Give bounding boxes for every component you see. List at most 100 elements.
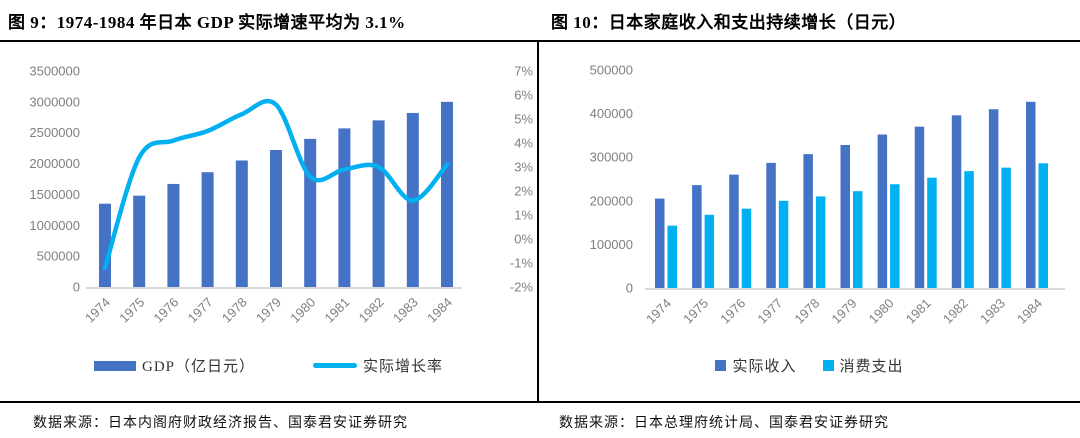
figure-10-title: 图 10：日本家庭收入和支出持续增长（日元） (539, 0, 1080, 42)
expenditure-bar (1001, 167, 1011, 288)
x-axis-label: 1981 (903, 296, 934, 327)
x-axis-label: 1982 (940, 296, 971, 327)
x-axis-label: 1984 (424, 295, 455, 326)
income-bar (766, 162, 776, 288)
income-bar (692, 185, 702, 288)
gdp-bar (372, 120, 385, 287)
x-axis-label: 1981 (321, 295, 352, 326)
expenditure-bar (667, 225, 677, 288)
growth-rate-line (102, 98, 450, 271)
y-axis-tick-label: 100000 (590, 237, 633, 252)
figure-10-source: 数据来源：日本总理府统计局、国泰君安证券研究 (559, 416, 889, 431)
x-axis-label: 1983 (390, 295, 421, 326)
legend-item-income: 实际收入 (715, 355, 796, 376)
income-bar (988, 109, 999, 289)
legend-item-growth-rate: 实际增长率 (313, 355, 443, 376)
right-axis-tick-label: 1% (514, 208, 533, 223)
figure-10-legend: 实际收入 消费支出 (539, 342, 1080, 403)
figure-9-title: 图 9：1974-1984 年日本 GDP 实际增速平均为 3.1% (0, 0, 537, 42)
expenditure-swatch-icon (822, 360, 834, 371)
y-axis-tick-label: 500000 (590, 63, 633, 78)
right-axis-tick-label: 0% (514, 232, 533, 247)
x-axis-label: 1974 (82, 295, 113, 326)
right-axis-tick-label: 2% (514, 184, 533, 199)
x-axis-label: 1977 (185, 295, 216, 326)
figure-9-combo-chart: 3500000 3000000 2500000 2000000 1500000 10000… (29, 64, 534, 326)
legend-label-growth-rate: 实际增长率 (363, 359, 444, 375)
gdp-bar (235, 160, 248, 287)
panel-divider (537, 40, 539, 403)
right-axis-tick-label: 4% (514, 136, 533, 151)
y-axis-tick-label: 300000 (590, 150, 633, 165)
left-axis-tick-label: 3000000 (29, 94, 80, 109)
legend-item-gdp: GDP（亿日元） (93, 355, 255, 376)
expenditure-bar (853, 191, 863, 288)
left-axis-tick-label: 2000000 (29, 156, 80, 171)
x-axis-label: 1978 (791, 296, 822, 327)
left-axis-tick-label: 1000000 (29, 218, 80, 233)
right-axis-tick-label: 5% (514, 112, 533, 127)
figure-9-chart-area: 3500000 3000000 2500000 2000000 1500000 10000… (0, 42, 537, 342)
legend-label-gdp: GDP（亿日元） (141, 359, 255, 375)
figure-9-panel: 图 9：1974-1984 年日本 GDP 实际增速平均为 3.1% 35000… (0, 0, 537, 438)
x-axis-label: 1978 (219, 295, 250, 326)
gdp-bar-swatch-icon (93, 360, 136, 371)
left-axis-tick-label: 500000 (37, 249, 80, 264)
left-axis-tick-label: 3500000 (29, 64, 80, 79)
figure-9-legend: GDP（亿日元） 实际增长率 (0, 342, 537, 403)
figure-9-source: 数据来源：日本内阁府财政经济报告、国泰君安证券研究 (33, 416, 408, 431)
left-axis-tick-label: 2500000 (29, 125, 80, 140)
expenditure-bar (704, 214, 715, 288)
right-axis-tick-label: 6% (514, 88, 533, 103)
expenditure-bar (778, 200, 789, 288)
expenditure-bar (890, 184, 900, 288)
x-axis-label: 1979 (829, 296, 860, 327)
gdp-bar (167, 183, 180, 287)
gdp-bar (338, 128, 351, 287)
right-axis-tick-label: 7% (514, 64, 533, 79)
right-axis-tick-label: -1% (510, 256, 534, 271)
income-bar (655, 198, 665, 288)
income-bar (951, 115, 962, 289)
x-axis-label: 1975 (680, 296, 711, 327)
gdp-bar (304, 138, 317, 287)
legend-item-expenditure: 消费支出 (822, 355, 904, 376)
right-axis-tick-label: 3% (514, 160, 533, 175)
legend-label-expenditure: 消费支出 (839, 359, 904, 375)
income-bar (803, 154, 813, 288)
x-axis-label: 1982 (356, 295, 387, 326)
y-axis-tick-label: 400000 (590, 106, 633, 121)
x-axis-label: 1976 (717, 296, 748, 327)
income-bar (877, 134, 888, 288)
x-axis-label: 1979 (253, 295, 284, 326)
gdp-bar (201, 172, 214, 287)
x-axis-label: 1984 (1014, 296, 1045, 327)
income-bar (840, 144, 850, 288)
income-bar (1026, 101, 1036, 288)
left-axis-tick-label: 0 (73, 280, 80, 295)
left-axis-tick-label: 1500000 (29, 187, 80, 202)
expenditure-bar (964, 171, 974, 288)
income-bar (729, 174, 739, 288)
y-axis-tick-label: 200000 (590, 193, 633, 208)
expenditure-bar (741, 208, 752, 288)
x-axis-label: 1983 (977, 296, 1008, 327)
x-axis-label: 1974 (643, 296, 674, 327)
x-axis-label: 1976 (150, 295, 181, 326)
x-axis-label: 1980 (866, 296, 897, 327)
x-axis-label: 1977 (754, 296, 785, 327)
expenditure-bar (815, 196, 826, 288)
x-axis-label: 1980 (287, 295, 318, 326)
right-axis-tick-label: -2% (510, 280, 534, 295)
y-axis-tick-label: 0 (626, 281, 633, 296)
gdp-bar (270, 149, 282, 287)
income-bar (914, 126, 925, 289)
expenditure-bar (927, 177, 937, 288)
income-swatch-icon (715, 360, 727, 371)
x-axis-label: 1975 (116, 295, 147, 326)
growth-line-swatch-icon (313, 363, 357, 368)
figure-10-panel: 图 10：日本家庭收入和支出持续增长（日元） 500000 400000 30000… (539, 0, 1080, 438)
figure-10-chart-area: 500000 400000 300000 200000 100000 0 1974 1975 1… (539, 42, 1080, 342)
